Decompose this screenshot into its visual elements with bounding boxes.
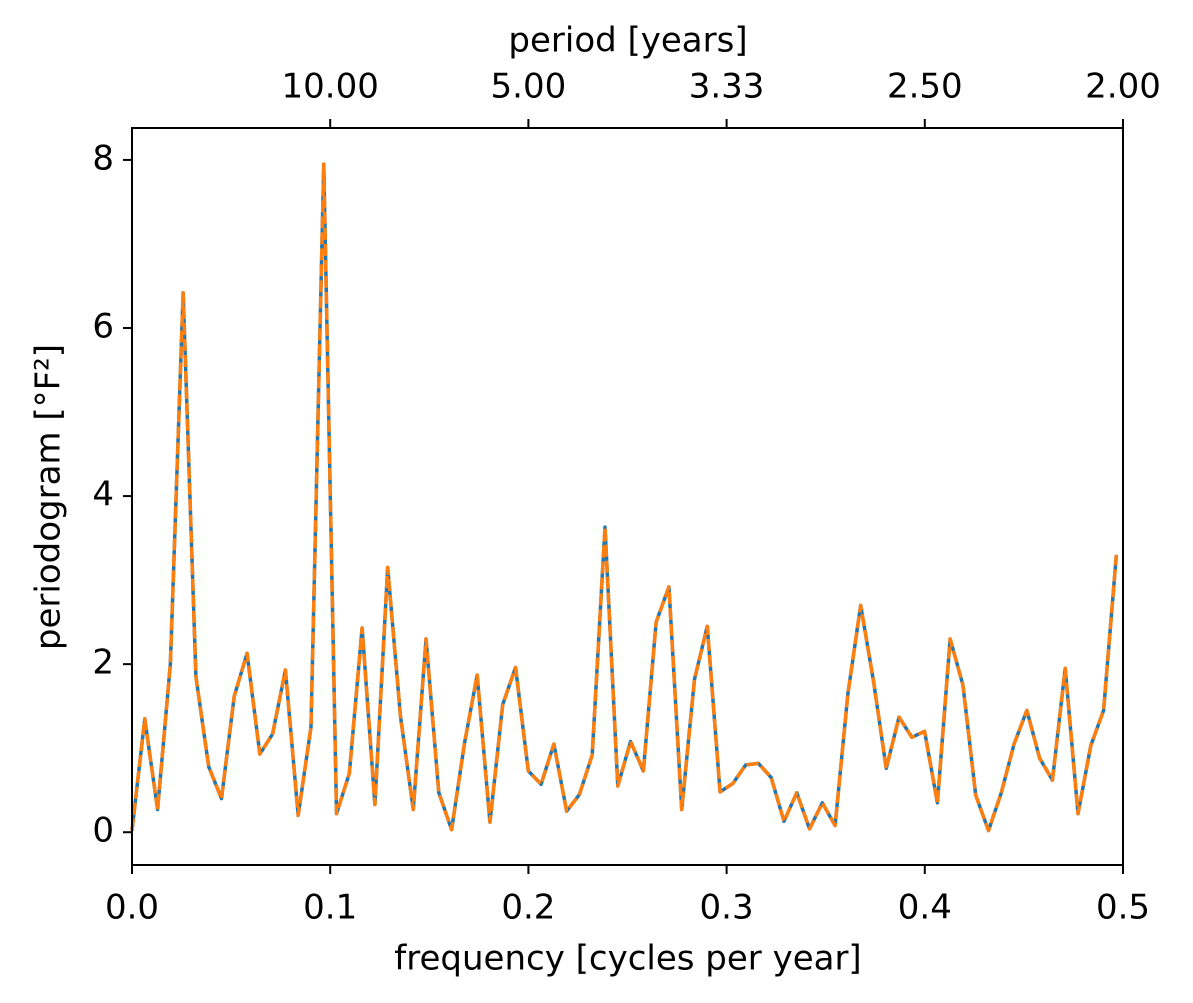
y-tick-label: 2: [92, 643, 114, 683]
x-tick-label: 0.4: [898, 888, 952, 928]
top-tick-label: 2.50: [887, 67, 963, 107]
y-tick-label: 4: [92, 475, 114, 515]
y-tick-label: 8: [92, 138, 114, 178]
top-tick-label: 5.00: [491, 67, 567, 107]
top-tick-label: 2.00: [1085, 67, 1161, 107]
top-tick-label: 3.33: [689, 67, 765, 107]
series-line: [130, 162, 1119, 833]
y-tick-label: 6: [92, 307, 114, 347]
x-tick-label: 0.0: [105, 888, 159, 928]
top-axis-label: period [years]: [508, 21, 747, 61]
x-tick-label: 0.5: [1096, 888, 1150, 928]
x-tick-label: 0.1: [303, 888, 357, 928]
x-axis-label: frequency [cycles per year]: [394, 939, 861, 979]
y-axis-label: periodogram [°F²]: [29, 344, 69, 650]
x-tick-label: 0.3: [700, 888, 754, 928]
top-tick-label: 10.00: [282, 67, 379, 107]
x-tick-label: 0.2: [501, 888, 555, 928]
y-tick-label: 0: [92, 811, 114, 851]
